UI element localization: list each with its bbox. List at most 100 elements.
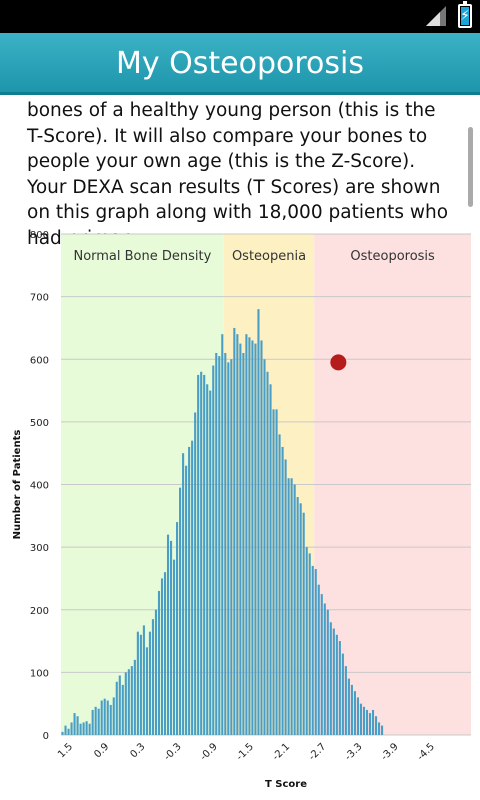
histogram-bar [305, 547, 308, 735]
histogram-bar [266, 371, 269, 735]
histogram-bar [67, 728, 70, 735]
histogram-bar [272, 409, 275, 735]
histogram-bar [230, 359, 233, 735]
histogram-bar [308, 553, 311, 735]
histogram-bar [356, 697, 360, 735]
y-tick-label: 800 [30, 230, 49, 241]
histogram-bar [296, 497, 299, 735]
histogram-bar [148, 631, 151, 735]
histogram-bar [79, 723, 82, 735]
histogram-bar [151, 619, 155, 735]
histogram-bar [94, 706, 97, 735]
histogram-bar [188, 446, 191, 735]
y-tick-label: 100 [30, 668, 49, 679]
histogram-bar [115, 681, 118, 735]
histogram-bar [344, 666, 347, 735]
x-tick-label: -0.9 [198, 741, 220, 763]
x-tick-label: -1.5 [234, 741, 256, 763]
histogram-bar [215, 352, 218, 735]
y-tick-label: 700 [30, 293, 49, 304]
scrollbar[interactable] [468, 127, 473, 207]
histogram-bar [275, 409, 278, 735]
histogram-bar [353, 691, 356, 735]
histogram-bar [133, 659, 136, 735]
histogram-bar [218, 356, 221, 735]
histogram-bar [191, 440, 194, 735]
histogram-bar [293, 484, 296, 735]
histogram-bar [359, 703, 363, 735]
histogram-bar [212, 365, 215, 735]
histogram-bar [281, 446, 284, 735]
histogram-bar [374, 716, 378, 735]
histogram-bar [329, 622, 332, 735]
x-tick-label: -2.7 [307, 741, 329, 763]
histogram-bar [347, 678, 350, 735]
x-tick-label: -3.3 [343, 741, 365, 763]
histogram-bar [311, 565, 314, 735]
histogram-bar [182, 453, 185, 735]
x-tick-label: 0.9 [92, 741, 111, 760]
histogram-bar [302, 512, 305, 735]
y-tick-label: 400 [30, 481, 49, 492]
histogram-bar [242, 352, 245, 735]
histogram-bar [185, 465, 188, 735]
histogram-bar [341, 653, 344, 735]
histogram-bar [179, 487, 182, 735]
histogram-bar [85, 721, 88, 735]
histogram-bar [257, 309, 260, 735]
histogram-bar [124, 672, 127, 735]
histogram-bar [332, 628, 335, 735]
histogram-bar [269, 384, 272, 735]
app-bar: My Osteoporosis [0, 33, 480, 95]
histogram-bar [290, 478, 293, 735]
histogram-bar [377, 722, 381, 735]
histogram-bar [103, 698, 106, 735]
histogram-bar [233, 327, 236, 735]
t-score-histogram: 0 100 200 300 400 500 600 700 800 Normal Bone Den… [12, 230, 471, 790]
histogram-bar [287, 478, 290, 735]
x-tick-label: -4.5 [415, 741, 437, 763]
x-tick-label: -2.1 [271, 741, 293, 763]
histogram-bar [139, 634, 142, 735]
histogram-bar [200, 371, 203, 735]
histogram-bar [127, 669, 130, 735]
histogram-bar [278, 434, 281, 735]
status-bar: ⚡ [0, 0, 480, 33]
histogram-bar [362, 706, 366, 735]
histogram-bar [260, 340, 263, 735]
osteopenia-zone-label: Osteopenia [232, 249, 306, 264]
histogram-bar [323, 603, 326, 735]
y-tick-label: 300 [30, 543, 49, 554]
histogram-bar [221, 334, 224, 735]
histogram-bar [197, 374, 200, 735]
x-tick-label: 1.5 [56, 741, 75, 760]
histogram-bar [121, 684, 124, 735]
histogram-bar [154, 609, 158, 735]
histogram-bar [76, 716, 79, 735]
histogram-bar [130, 666, 133, 735]
x-tick-label: -3.9 [379, 741, 401, 763]
histogram-bar [326, 609, 329, 735]
histogram-bar [227, 362, 230, 735]
histogram-bar [118, 675, 121, 735]
osteoporosis-zone-label: Osteoporosis [350, 249, 435, 264]
histogram-bar [251, 340, 254, 735]
histogram-bar [314, 569, 317, 735]
histogram-bar [109, 704, 112, 735]
histogram-bar [350, 684, 353, 735]
histogram-bar [236, 334, 239, 735]
histogram-bar [299, 503, 302, 735]
histogram-bar [263, 359, 266, 735]
x-axis-title: T Score [265, 779, 307, 790]
histogram-bar [209, 390, 212, 735]
histogram-bar [172, 559, 176, 735]
y-tick-label: 200 [30, 606, 49, 617]
histogram-bar [317, 584, 320, 735]
histogram-bar [166, 534, 170, 735]
x-tick-label: -0.3 [162, 741, 184, 763]
histogram-bar [97, 708, 100, 735]
battery-charging-icon: ⚡ [458, 1, 472, 28]
histogram-bar [145, 647, 148, 735]
histogram-bar [194, 412, 197, 735]
y-tick-label: 600 [30, 355, 49, 366]
